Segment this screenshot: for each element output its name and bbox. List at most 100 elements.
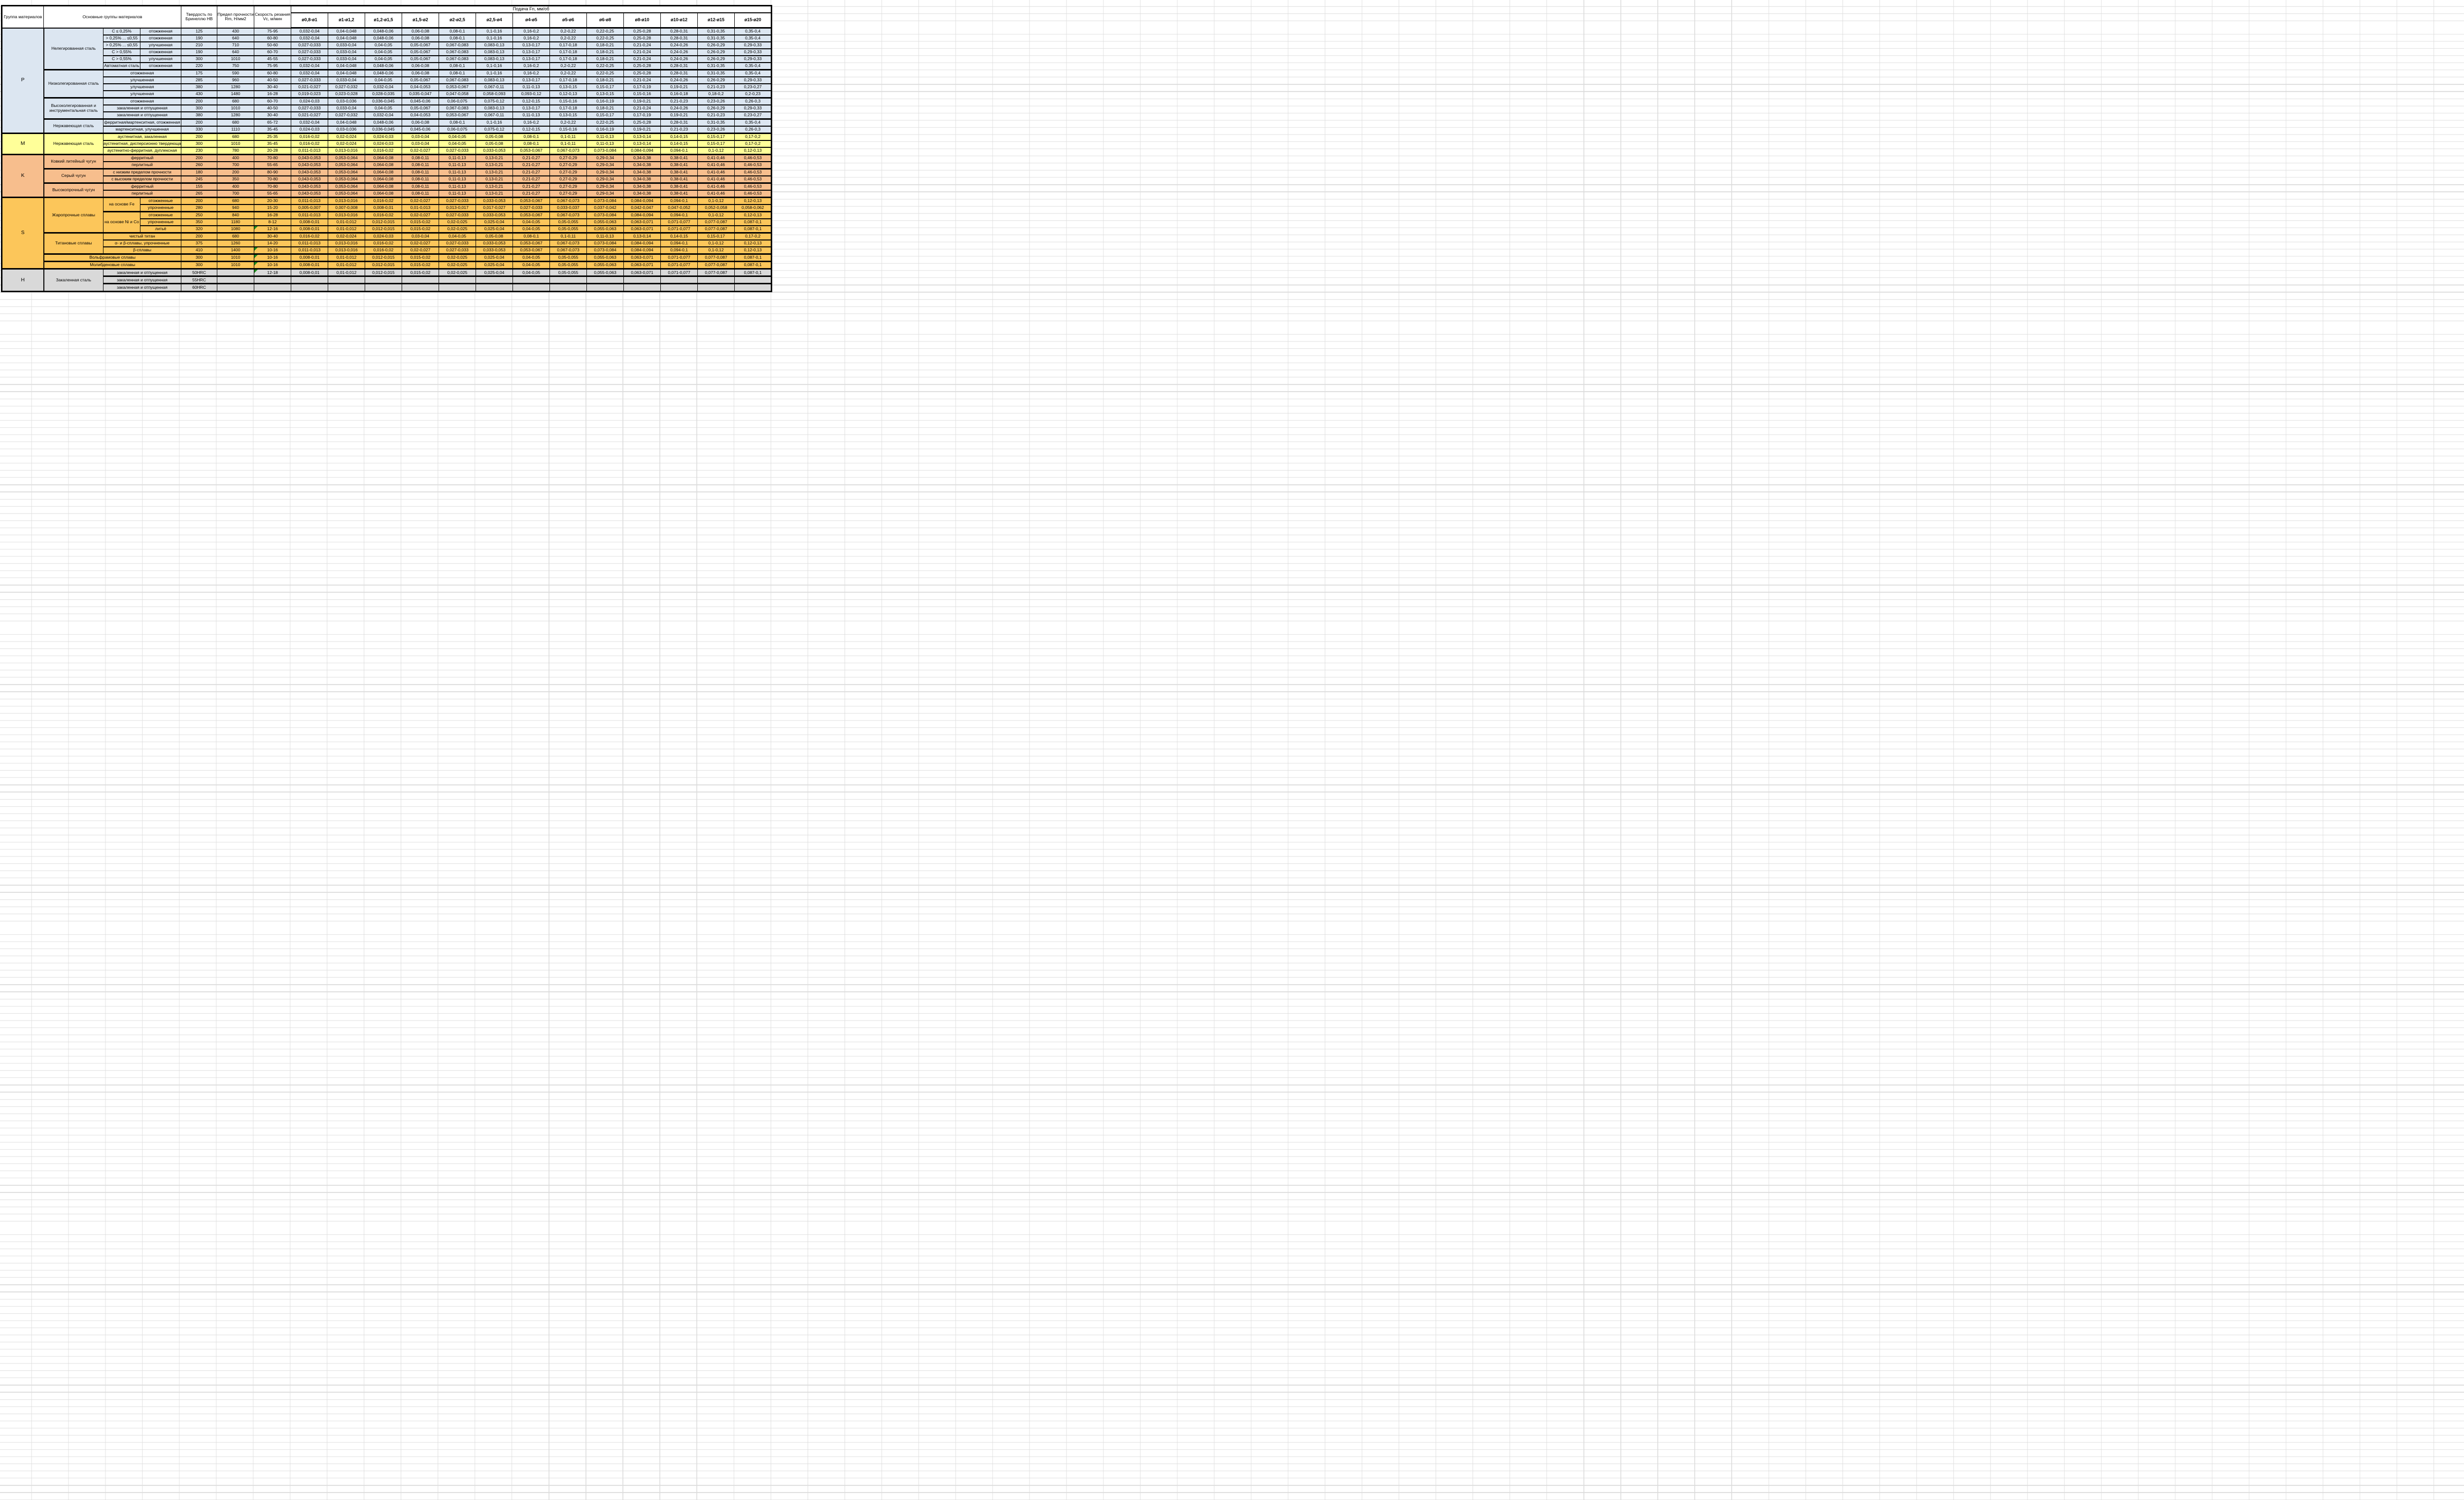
- feed-value-cell[interactable]: 0,027-0,033: [439, 210, 477, 219]
- feed-value-cell[interactable]: 0,31-0,35: [697, 68, 735, 77]
- feed-value-cell[interactable]: 0,24-0,26: [660, 104, 698, 112]
- feed-value-cell[interactable]: 0,1-0,11: [549, 232, 587, 240]
- feed-value-cell[interactable]: 0,21-0,27: [513, 175, 550, 184]
- feed-value-cell[interactable]: 0,25-0,28: [623, 68, 661, 77]
- feed-value-cell[interactable]: 0,067-0,11: [476, 111, 513, 119]
- feed-value-cell[interactable]: 0,17-0,2: [734, 139, 772, 148]
- feed-value-cell[interactable]: 0,08-0,1: [513, 232, 550, 240]
- property-value-cell[interactable]: 780: [217, 146, 255, 155]
- feed-value-cell[interactable]: 0,042-0,047: [623, 204, 661, 212]
- header-diameter[interactable]: ø6-ø8: [586, 12, 624, 29]
- material-subtype-cell[interactable]: α- и β-сплавы, упрочненные: [103, 239, 182, 247]
- feed-value-cell[interactable]: 0,05-0,067: [402, 48, 440, 56]
- property-value-cell[interactable]: 25-35: [254, 132, 292, 141]
- feed-value-cell[interactable]: [549, 275, 587, 284]
- feed-value-cell[interactable]: 0,26-0,29: [697, 104, 735, 112]
- feed-value-cell[interactable]: 0,025-0,04: [476, 253, 513, 262]
- feed-value-cell[interactable]: 0,29-0,34: [586, 182, 624, 191]
- property-value-cell[interactable]: 70-80: [254, 175, 292, 184]
- header-material-group[interactable]: Группа материалов: [1, 5, 44, 29]
- feed-value-cell[interactable]: 0,28-0,31: [660, 62, 698, 70]
- feed-value-cell[interactable]: 0,08-0,11: [402, 168, 440, 176]
- feed-value-cell[interactable]: [365, 275, 403, 284]
- feed-value-cell[interactable]: 0,13-0,17: [513, 41, 550, 49]
- material-group-cell[interactable]: Молибденовые сплавы: [43, 260, 182, 270]
- property-value-cell[interactable]: 680: [217, 232, 255, 240]
- property-value-cell[interactable]: 1010: [217, 104, 255, 112]
- feed-value-cell[interactable]: 0,34-0,38: [623, 175, 661, 184]
- feed-value-cell[interactable]: 0,08-0,11: [402, 182, 440, 191]
- feed-value-cell[interactable]: 0,19-0,21: [623, 97, 661, 105]
- feed-value-cell[interactable]: 0,04-0,05: [513, 225, 550, 234]
- feed-value-cell[interactable]: 0,18-0,21: [586, 55, 624, 63]
- feed-value-cell[interactable]: 0,17-0,19: [623, 83, 661, 91]
- feed-value-cell[interactable]: 0,46-0,53: [734, 168, 772, 176]
- feed-value-cell[interactable]: 0,46-0,53: [734, 175, 772, 184]
- feed-value-cell[interactable]: 0,08-0,11: [402, 153, 440, 162]
- feed-value-cell[interactable]: 0,12-0,13: [734, 239, 772, 247]
- feed-value-cell[interactable]: [513, 275, 550, 284]
- feed-value-cell[interactable]: 0,025-0,04: [476, 268, 513, 277]
- feed-value-cell[interactable]: 0,16-0,19: [586, 125, 624, 134]
- feed-value-cell[interactable]: 0,021-0,027: [291, 83, 329, 91]
- property-value-cell[interactable]: 300: [181, 139, 218, 148]
- feed-value-cell[interactable]: 0,15-0,17: [697, 139, 735, 148]
- feed-value-cell[interactable]: 0,05-0,055: [549, 268, 587, 277]
- material-subtype-cell[interactable]: закаленная и отпущенная: [103, 283, 182, 292]
- property-value-cell[interactable]: 640: [217, 34, 255, 42]
- property-value-cell[interactable]: 250: [181, 210, 218, 219]
- feed-value-cell[interactable]: 0,17-0,2: [734, 232, 772, 240]
- feed-value-cell[interactable]: 0,18-0,21: [586, 76, 624, 84]
- feed-value-cell[interactable]: 0,13-0,21: [476, 168, 513, 176]
- property-value-cell[interactable]: 960: [217, 76, 255, 84]
- feed-value-cell[interactable]: 0,008-0,01: [365, 204, 403, 212]
- feed-value-cell[interactable]: 0,06-0,08: [402, 118, 440, 127]
- feed-value-cell[interactable]: 0,067-0,073: [549, 196, 587, 205]
- feed-value-cell[interactable]: 0,048-0,06: [365, 68, 403, 77]
- feed-value-cell[interactable]: [291, 275, 329, 284]
- feed-value-cell[interactable]: 0,1-0,16: [476, 27, 513, 35]
- feed-value-cell[interactable]: 0,063-0,071: [623, 260, 661, 270]
- feed-value-cell[interactable]: 0,11-0,13: [513, 111, 550, 119]
- material-subtype-cell[interactable]: на основе Fe: [103, 196, 140, 212]
- feed-value-cell[interactable]: 0,28-0,31: [660, 34, 698, 42]
- material-subtype-cell[interactable]: C > 0,55%: [103, 55, 140, 63]
- feed-value-cell[interactable]: 0,13-0,17: [513, 104, 550, 112]
- feed-value-cell[interactable]: 0,015-0,02: [402, 225, 440, 234]
- feed-value-cell[interactable]: 0,04-0,05: [439, 139, 477, 148]
- feed-value-cell[interactable]: 0,26-0,3: [734, 125, 772, 134]
- material-subtype-cell[interactable]: закаленная и отпущенная: [103, 111, 182, 119]
- feed-value-cell[interactable]: 0,06-0,075: [439, 125, 477, 134]
- property-value-cell[interactable]: 940: [217, 204, 255, 212]
- feed-value-cell[interactable]: 0,033-0,04: [328, 41, 366, 49]
- feed-value-cell[interactable]: 0,027-0,033: [439, 246, 477, 255]
- feed-value-cell[interactable]: 0,033-0,04: [328, 104, 366, 112]
- material-group-cell[interactable]: Ковкий литейный чугун: [43, 153, 103, 170]
- feed-value-cell[interactable]: 0,27-0,29: [549, 161, 587, 170]
- feed-value-cell[interactable]: 0,036-0,045: [365, 125, 403, 134]
- material-subtype-cell[interactable]: аустенитная, закаленная: [103, 132, 182, 141]
- feed-value-cell[interactable]: 0,08-0,1: [439, 34, 477, 42]
- feed-value-cell[interactable]: 0,21-0,27: [513, 168, 550, 176]
- feed-value-cell[interactable]: 0,005-0,007: [291, 204, 329, 212]
- feed-value-cell[interactable]: 0,31-0,35: [697, 27, 735, 35]
- feed-value-cell[interactable]: 0,016-0,02: [291, 132, 329, 141]
- feed-value-cell[interactable]: 0,29-0,34: [586, 175, 624, 184]
- feed-value-cell[interactable]: 0,18-0,21: [586, 48, 624, 56]
- feed-value-cell[interactable]: 0,13-0,21: [476, 153, 513, 162]
- feed-value-cell[interactable]: 0,11-0,13: [439, 168, 477, 176]
- feed-value-cell[interactable]: 0,027-0,033: [291, 41, 329, 49]
- feed-value-cell[interactable]: 0,13-0,14: [623, 132, 661, 141]
- property-value-cell[interactable]: 320: [181, 225, 218, 234]
- feed-value-cell[interactable]: 0,35-0,4: [734, 27, 772, 35]
- material-subtype-cell[interactable]: улучшенная: [139, 55, 182, 63]
- feed-value-cell[interactable]: 0,22-0,25: [586, 62, 624, 70]
- feed-value-cell[interactable]: 0,053-0,064: [328, 189, 366, 198]
- material-subtype-cell[interactable]: аустенитная, дисперсионно твердеющая: [103, 139, 182, 148]
- property-value-cell[interactable]: 40-50: [254, 104, 292, 112]
- feed-value-cell[interactable]: 0,053-0,067: [513, 196, 550, 205]
- feed-value-cell[interactable]: 0,007-0,008: [328, 204, 366, 212]
- header-diameter[interactable]: ø10-ø12: [660, 12, 698, 29]
- feed-value-cell[interactable]: 0,1-0,12: [697, 196, 735, 205]
- feed-value-cell[interactable]: 0,11-0,13: [439, 161, 477, 170]
